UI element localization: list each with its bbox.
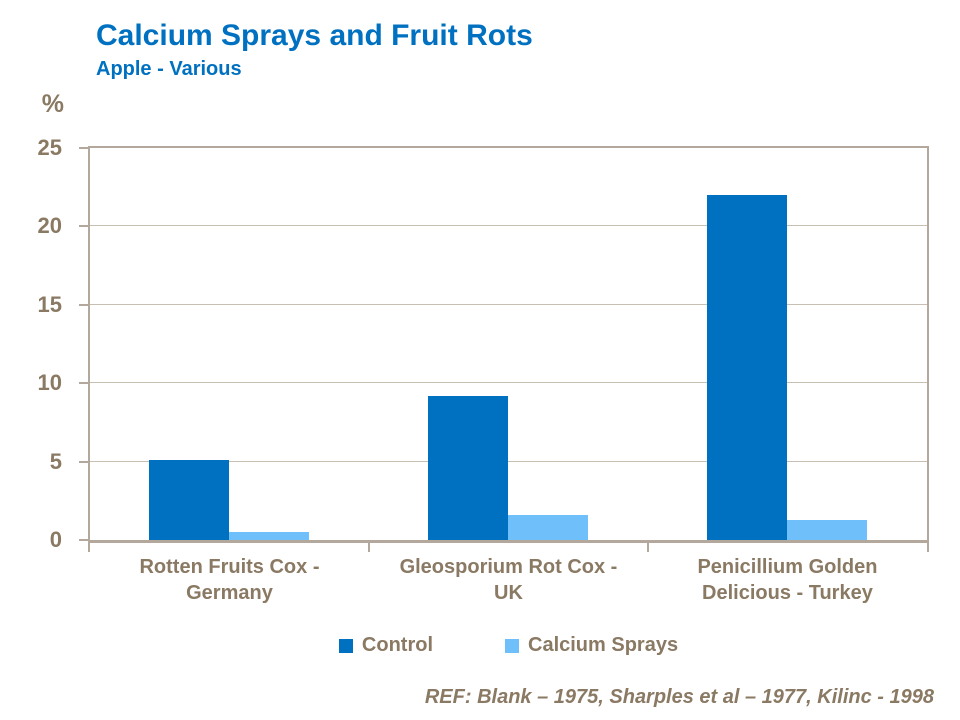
x-axis-category-label: Penicillium Golden Delicious - Turkey (697, 556, 878, 604)
y-axis-tick-label-0: 0 (49, 527, 62, 552)
calcium-sprays-bar (229, 532, 310, 540)
y-axis-tick-label-5: 5 (49, 448, 62, 474)
chart-subtitle: Apple - Various (96, 58, 242, 80)
y-axis-unit-label: % (41, 90, 64, 118)
x-axis-category-1: Rotten Fruits Cox - Germany (90, 554, 369, 606)
calcium-sprays-bar (787, 519, 868, 540)
legend: Control Calcium Sprays (90, 634, 927, 657)
y-axis-tick-25 (79, 147, 88, 149)
y-axis-tick-label-10: 10 (37, 370, 62, 396)
x-axis-category-2: Gleosporium Rot Cox - UK (369, 554, 648, 606)
x-axis-category-label: Gleosporium Rot Cox - UK (399, 556, 618, 604)
chart-title: Calcium Sprays and Fruit Rots (96, 19, 533, 52)
control-swatch (338, 638, 353, 653)
bar-group-1 (90, 148, 369, 540)
reference-text: REF: Blank – 1975, Sharples et al – 1977… (424, 686, 934, 708)
bar-group-3 (648, 148, 927, 540)
bar-group-2 (369, 148, 648, 540)
x-axis-tick-3 (927, 543, 929, 552)
control-bar (428, 395, 509, 540)
legend-item-control: Control (338, 634, 433, 657)
y-axis-tick-10 (79, 382, 88, 385)
y-axis-tick-labels: 0 5 10 15 20 25 (0, 137, 62, 551)
x-axis-category-3: Penicillium Golden Delicious - Turkey (648, 554, 927, 606)
y-axis-tick-15 (79, 303, 88, 306)
calcium-sprays-bar (508, 514, 589, 540)
calcium-sprays-swatch (505, 638, 519, 653)
y-axis-tick-5 (79, 460, 88, 463)
legend-label-control: Control (361, 634, 433, 656)
legend-item-calcium-sprays: Calcium Sprays (505, 634, 678, 657)
legend-label-calcium-sprays: Calcium Sprays (528, 634, 679, 656)
y-axis-tick-label-25: 25 (37, 135, 62, 160)
gridline-10 (90, 382, 927, 384)
gridline-20 (90, 225, 927, 227)
plot-area (79, 146, 929, 552)
x-axis-tick-1 (367, 543, 370, 552)
gridline-15 (90, 303, 927, 305)
y-axis-tick-20 (79, 225, 88, 228)
control-bar (707, 195, 788, 540)
x-axis-category-label: Rotten Fruits Cox - Germany (139, 556, 320, 604)
x-axis-category-labels: Rotten Fruits Cox - Germany Gleosporium R… (90, 554, 927, 606)
y-axis-tick-0 (79, 539, 88, 541)
x-axis-tick-2 (646, 543, 649, 552)
x-axis-tick-0 (88, 543, 90, 552)
y-axis-tick-label-20: 20 (37, 213, 62, 239)
control-bar (149, 460, 230, 540)
y-axis-tick-label-15: 15 (37, 291, 62, 317)
gridline-5 (90, 460, 927, 462)
